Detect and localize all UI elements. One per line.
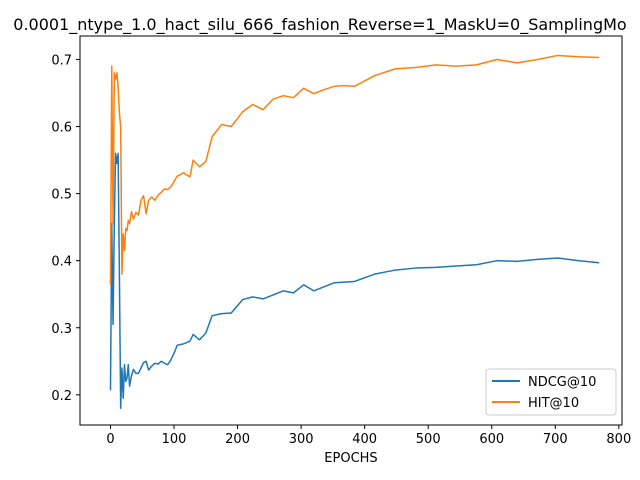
x-tick-label: 200	[225, 432, 250, 447]
y-tick-label: 0.5	[51, 188, 72, 203]
x-tick-label: 100	[162, 432, 187, 447]
x-tick-label: 600	[479, 432, 504, 447]
plot-frame	[79, 35, 623, 426]
chart-title: 0.0001_ntype_1.0_hact_silu_666_fashion_R…	[13, 15, 626, 35]
y-tick-label: 0.4	[51, 255, 72, 270]
x-tick-label: 400	[352, 432, 377, 447]
x-tick-label: 300	[289, 432, 314, 447]
y-tick-label: 0.2	[51, 389, 72, 404]
x-axis-ticks: 0 100 200 300 400 500 600 700 800	[106, 425, 631, 447]
y-tick-label: 0.7	[51, 53, 72, 68]
legend-label-ndcg: NDCG@10	[528, 375, 596, 390]
legend-label-hit: HIT@10	[528, 396, 579, 411]
x-tick-label: 700	[543, 432, 568, 447]
x-axis-label: EPOCHS	[324, 451, 377, 466]
legend: NDCG@10 HIT@10	[485, 368, 617, 416]
x-tick-label: 800	[606, 432, 631, 447]
series-layer	[109, 54, 600, 409]
series-line-ndcg-10	[109, 152, 600, 409]
series-line-hit-10	[109, 54, 600, 285]
y-axis-ticks: 0.2 0.3 0.4 0.5 0.6 0.7	[51, 53, 80, 404]
y-tick-label: 0.3	[51, 322, 72, 337]
x-tick-label: 500	[416, 432, 441, 447]
x-tick-label: 0	[106, 432, 114, 447]
y-tick-label: 0.6	[51, 121, 72, 136]
